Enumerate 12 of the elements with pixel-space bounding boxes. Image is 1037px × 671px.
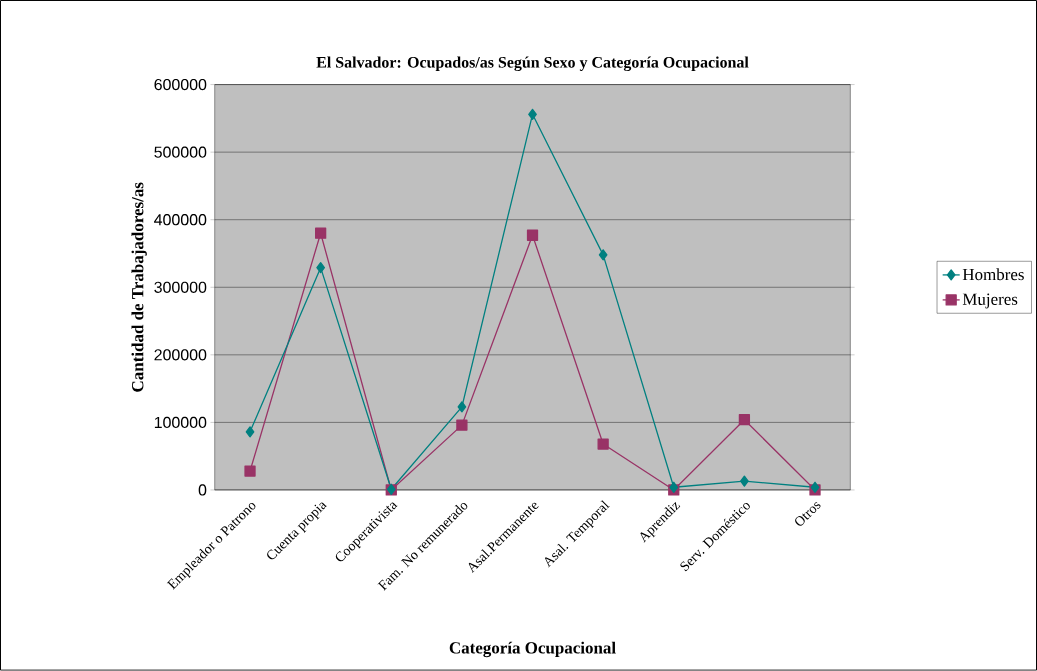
y-tick-label: 100000 (154, 416, 207, 429)
y-tick-label: 200000 (154, 349, 207, 361)
y-tick-label: 600000 (154, 79, 207, 91)
y-axis-title: Cantidad de Trabajadores/as (131, 182, 147, 392)
y-tick-label: 500000 (154, 146, 207, 158)
legend-label: Mujeres (962, 293, 1018, 309)
y-tick-label: 300000 (154, 281, 207, 294)
x-axis-title: Categoría Ocupacional (449, 641, 616, 658)
y-tick-label: 0 (198, 484, 207, 496)
chart-title: El Salvador: Ocupados/as Según Sexo y Categoría Ocupacional (316, 56, 749, 72)
legend-label: Hombres (962, 268, 1024, 281)
y-tick-label: 400000 (154, 214, 207, 226)
